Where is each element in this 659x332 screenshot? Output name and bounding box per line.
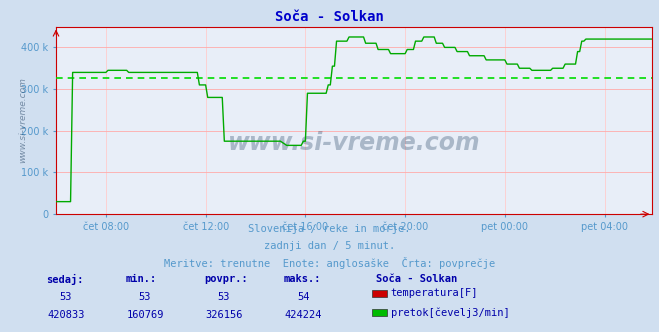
Text: 53: 53	[139, 292, 151, 302]
Text: 160769: 160769	[127, 310, 163, 320]
Text: maks.:: maks.:	[283, 274, 321, 284]
Text: Soča - Solkan: Soča - Solkan	[376, 274, 457, 284]
Text: 420833: 420833	[47, 310, 84, 320]
Text: Slovenija / reke in morje.: Slovenija / reke in morje.	[248, 224, 411, 234]
Text: pretok[čevelj3/min]: pretok[čevelj3/min]	[391, 307, 509, 318]
Text: www.si-vreme.com: www.si-vreme.com	[18, 77, 28, 163]
Text: 53: 53	[218, 292, 230, 302]
Text: 54: 54	[297, 292, 309, 302]
Text: www.si-vreme.com: www.si-vreme.com	[228, 131, 480, 155]
Text: Soča - Solkan: Soča - Solkan	[275, 10, 384, 24]
Text: povpr.:: povpr.:	[204, 274, 248, 284]
Text: min.:: min.:	[125, 274, 156, 284]
Text: 326156: 326156	[206, 310, 243, 320]
Text: temperatura[F]: temperatura[F]	[391, 288, 478, 298]
Text: zadnji dan / 5 minut.: zadnji dan / 5 minut.	[264, 241, 395, 251]
Text: 424224: 424224	[285, 310, 322, 320]
Text: sedaj:: sedaj:	[46, 274, 84, 285]
Text: Meritve: trenutne  Enote: anglosaške  Črta: povprečje: Meritve: trenutne Enote: anglosaške Črta…	[164, 257, 495, 269]
Text: 53: 53	[60, 292, 72, 302]
